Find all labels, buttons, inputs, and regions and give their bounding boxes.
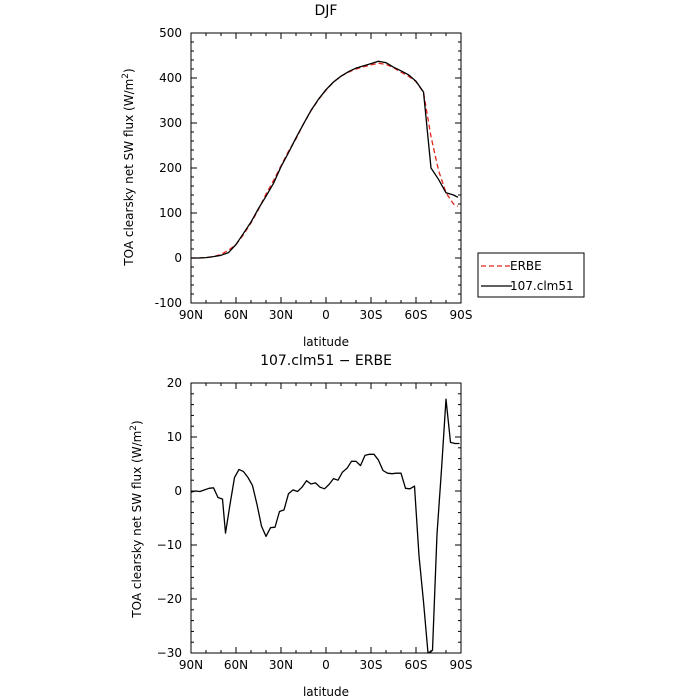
chart-title: 107.clm51 − ERBE: [260, 353, 392, 369]
legend-label-erbe: ERBE: [510, 259, 542, 273]
y-tick-label: −30: [157, 646, 182, 660]
x-tick-label: 30S: [360, 308, 383, 322]
x-tick-label: 90N: [179, 308, 203, 322]
legend: ERBE 107.clm51: [477, 252, 585, 298]
chart-title: DJF: [315, 3, 338, 19]
x-tick-label: 30N: [269, 308, 293, 322]
x-tick-label: 90S: [450, 308, 473, 322]
y-tick-label: 300: [159, 116, 182, 130]
y-tick-label: 400: [159, 71, 182, 85]
x-tick-label: 0: [322, 658, 330, 672]
y-axis-label: TOA clearsky net SW flux (W/m2): [129, 420, 144, 618]
y-tick-label: -100: [155, 296, 182, 310]
series-line-difference: [190, 398, 460, 654]
x-tick-label: 60S: [405, 308, 428, 322]
y-tick-label: 10: [167, 430, 182, 444]
legend-label-model: 107.clm51: [510, 279, 574, 293]
x-tick-label: 60N: [224, 308, 248, 322]
tick-labels: 90N 60N 30N 0 30S 60S 90S −30 −20 −10 0 10 20: [157, 376, 473, 672]
y-axis-label: TOA clearsky net SW flux (W/m2): [121, 68, 136, 266]
x-tick-label: 30S: [360, 658, 383, 672]
y-tick-label: 20: [167, 376, 182, 390]
plot-frame: [190, 382, 462, 654]
tick-labels: 90N 60N 30N 0 30S 60S 90S -100 0 100 200 300 400 500: [155, 26, 473, 322]
plot-area: [190, 32, 462, 304]
y-tick-label: 0: [174, 251, 182, 265]
flux-chart: DJF 90N 60N 30N 0 30S 60S 90S -100 0 100 200 300 400…: [121, 3, 585, 349]
y-tick-label: 500: [159, 26, 182, 40]
plot-area: [190, 382, 462, 654]
x-tick-label: 90S: [450, 658, 473, 672]
series-line-107-clm51: [191, 60, 459, 259]
y-tick-label: 0: [174, 484, 182, 498]
plot-frame: [190, 32, 462, 304]
x-tick-label: 90N: [179, 658, 203, 672]
y-tick-label: −10: [157, 538, 182, 552]
legend-box: [477, 252, 585, 298]
x-tick-label: 60S: [405, 658, 428, 672]
x-tick-label: 0: [322, 308, 330, 322]
difference-chart: 107.clm51 − ERBE 90N 60N 30N 0 30S 60S 90S −30 −…: [129, 353, 472, 699]
x-tick-label: 60N: [224, 658, 248, 672]
x-tick-label: 30N: [269, 658, 293, 672]
x-axis-label: latitude: [303, 685, 349, 699]
x-axis-label: latitude: [303, 335, 349, 349]
y-tick-label: 200: [159, 161, 182, 175]
y-tick-label: 100: [159, 206, 182, 220]
y-tick-label: −20: [157, 592, 182, 606]
